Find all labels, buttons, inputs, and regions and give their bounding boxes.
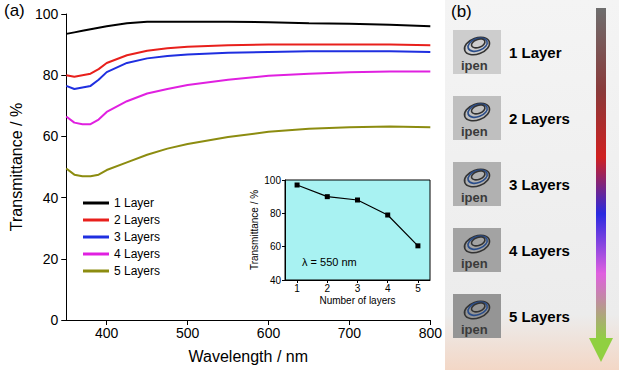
svg-text:1: 1 [294, 283, 300, 294]
svg-text:60: 60 [270, 241, 282, 252]
svg-text:40: 40 [270, 275, 282, 286]
svg-text:80: 80 [43, 67, 59, 83]
svg-text:ipen: ipen [461, 256, 488, 271]
svg-text:ipen: ipen [461, 190, 488, 205]
svg-text:60: 60 [43, 128, 59, 144]
svg-text:2 Layers: 2 Layers [114, 213, 160, 227]
svg-text:800: 800 [419, 325, 443, 341]
html-text:3 Layers: 3 Layers [509, 175, 570, 193]
svg-text:ipen: ipen [461, 58, 488, 73]
svg-text:λ = 550 nm: λ = 550 nm [302, 256, 357, 268]
svg-text:Wavelength / nm: Wavelength / nm [189, 348, 308, 365]
svg-text:4: 4 [385, 283, 391, 294]
svg-text:400: 400 [95, 325, 119, 341]
svg-text:40: 40 [43, 190, 59, 206]
svg-text:3: 3 [355, 283, 361, 294]
svg-text:20: 20 [43, 251, 59, 267]
svg-text:Transmittance / %: Transmittance / % [249, 190, 260, 270]
svg-text:4 Layers: 4 Layers [114, 247, 160, 261]
svg-text:0: 0 [50, 312, 58, 328]
html-text:2 Layers: 2 Layers [509, 109, 570, 127]
svg-text:100: 100 [35, 6, 59, 22]
html-text:5 Layers: 5 Layers [509, 307, 570, 325]
html-text:(b): (b) [451, 2, 472, 21]
svg-text:2: 2 [325, 283, 331, 294]
svg-text:ipen: ipen [461, 322, 488, 337]
svg-text:ipen: ipen [461, 124, 488, 139]
svg-text:5 Layers: 5 Layers [114, 264, 160, 278]
svg-text:5: 5 [415, 283, 421, 294]
svg-text:500: 500 [176, 325, 200, 341]
svg-text:3 Layers: 3 Layers [114, 230, 160, 244]
svg-text:100: 100 [264, 175, 281, 186]
svg-text:Transmittance / %: Transmittance / % [8, 103, 25, 231]
svg-text:600: 600 [257, 325, 281, 341]
svg-text:(a): (a) [4, 1, 25, 20]
svg-text:700: 700 [338, 325, 362, 341]
html-text:1 Layer: 1 Layer [509, 43, 562, 61]
svg-text:1 Layer: 1 Layer [114, 196, 154, 210]
html-text:4 Layers: 4 Layers [509, 241, 570, 259]
svg-text:Number of layers: Number of layers [319, 295, 395, 306]
svg-text:80: 80 [270, 208, 282, 219]
